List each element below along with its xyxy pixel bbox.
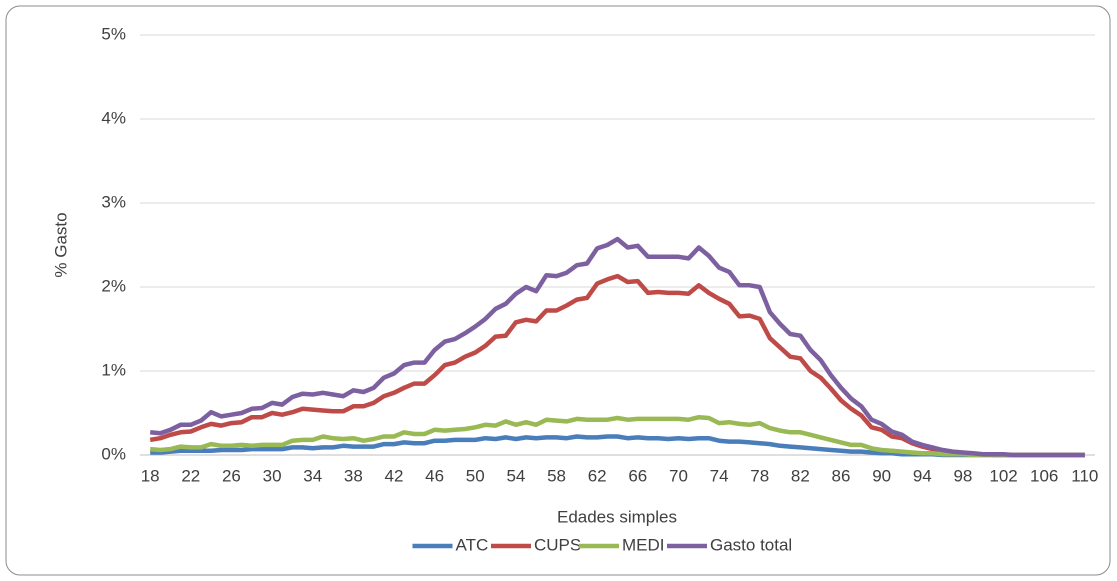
x-tick-label: 18 [141, 466, 160, 485]
x-tick-label: 82 [791, 466, 810, 485]
series-line [150, 414, 1085, 458]
x-tick-label: 62 [588, 466, 607, 485]
legend-label: MEDI [622, 535, 665, 554]
x-tick-label: 58 [547, 466, 566, 485]
legend-label: Gasto total [710, 535, 792, 554]
x-tick-label: 42 [385, 466, 404, 485]
x-tick-label: 74 [710, 466, 729, 485]
x-tick-label: 90 [872, 466, 891, 485]
series-line [150, 236, 1085, 458]
chart-border [5, 5, 1111, 576]
y-tick-label: 4% [101, 108, 126, 127]
x-tick-label: 50 [466, 466, 485, 485]
y-tick-label: 3% [101, 192, 126, 211]
x-tick-label: 86 [832, 466, 851, 485]
x-tick-label: 30 [263, 466, 282, 485]
x-tick-label: 34 [303, 466, 322, 485]
y-tick-label: 5% [101, 24, 126, 43]
x-tick-label: 78 [750, 466, 769, 485]
legend-label: CUPS [534, 535, 581, 554]
y-axis-title: % Gasto [51, 212, 70, 277]
x-tick-label: 66 [628, 466, 647, 485]
x-tick-label: 94 [913, 466, 932, 485]
x-tick-label: 70 [669, 466, 688, 485]
x-tick-label: 102 [989, 466, 1017, 485]
x-tick-label: 38 [344, 466, 363, 485]
x-tick-label: 46 [425, 466, 444, 485]
y-tick-label: 1% [101, 360, 126, 379]
x-axis-title: Edades simples [557, 507, 677, 526]
y-tick-label: 2% [101, 276, 126, 295]
x-tick-label: 22 [181, 466, 200, 485]
x-tick-label: 26 [222, 466, 241, 485]
x-tick-label: 106 [1030, 466, 1058, 485]
x-tick-label: 98 [953, 466, 972, 485]
x-tick-label: 54 [506, 466, 525, 485]
y-tick-label: 0% [101, 444, 126, 463]
legend-label: ATC [456, 535, 489, 554]
x-tick-label: 110 [1071, 466, 1098, 485]
